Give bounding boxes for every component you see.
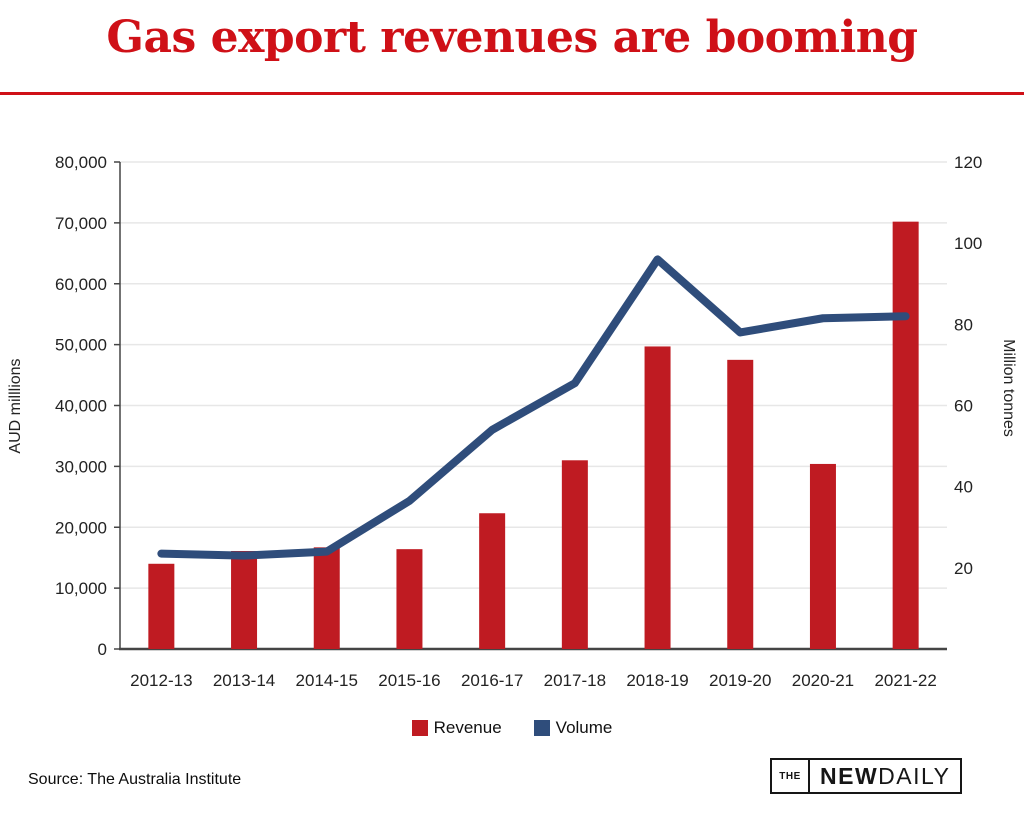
y-axis-label-left: 50,000 (55, 336, 107, 355)
right-axis-title: Million tonnes (1000, 339, 1017, 437)
x-axis-label: 2021-22 (874, 671, 936, 690)
logo-main-text: NEW DAILY (810, 760, 960, 792)
x-axis-label: 2012-13 (130, 671, 192, 690)
volume-line (157, 255, 910, 560)
y-axis-label-right: 40 (954, 478, 973, 497)
left-axis-title: AUD milllions (7, 358, 24, 453)
legend-item-revenue: Revenue (411, 718, 502, 738)
bar-2013-14 (231, 550, 258, 649)
x-axis-label: 2014-15 (296, 671, 358, 690)
title-rule (0, 92, 1024, 95)
y-axis-label-right: 20 (954, 559, 973, 578)
legend-label-revenue: Revenue (433, 718, 502, 737)
bar-2017-18 (561, 460, 588, 649)
y-axis-label-left: 40,000 (55, 397, 107, 416)
x-axis-label: 2016-17 (461, 671, 523, 690)
y-axis-label-right: 80 (954, 315, 973, 334)
x-axis-label: 2017-18 (544, 671, 606, 690)
y-axis-label-left: 70,000 (55, 214, 107, 233)
bar-2020-21 (809, 463, 836, 649)
x-axis-label: 2018-19 (626, 671, 688, 690)
y-axis-label-right: 60 (954, 397, 973, 416)
legend-label-volume: Volume (555, 718, 613, 737)
y-axis-label-left: 60,000 (55, 275, 107, 294)
legend-item-volume: Volume (533, 718, 613, 738)
volume-swatch-icon (533, 720, 550, 736)
y-axis-label-left: 0 (98, 640, 107, 659)
revenue-swatch-icon (411, 720, 428, 736)
bar-2012-13 (148, 563, 175, 649)
x-axis-label: 2013-14 (213, 671, 275, 690)
y-axis-label-right: 120 (954, 153, 982, 172)
y-axis-label-right: 100 (954, 234, 982, 253)
x-axis-label: 2019-20 (709, 671, 771, 690)
bar-2019-20 (727, 359, 754, 649)
y-axis-label-left: 20,000 (55, 518, 107, 537)
logo-daily-text: DAILY (878, 762, 951, 789)
bar-2014-15 (313, 547, 340, 649)
the-new-daily-logo: THE NEW DAILY (770, 758, 963, 794)
x-axis-label: 2015-16 (378, 671, 440, 690)
y-axis-label-left: 30,000 (55, 457, 107, 476)
source-note: Source: The Australia Institute (28, 771, 242, 788)
bar-2021-22 (892, 221, 919, 649)
bar-2015-16 (396, 549, 423, 649)
bar-2018-19 (644, 346, 671, 649)
y-axis-label-left: 80,000 (55, 153, 107, 172)
logo-new-text: NEW (820, 762, 879, 789)
y-axis-label-left: 10,000 (55, 579, 107, 598)
x-axis-label: 2020-21 (792, 671, 854, 690)
logo-the-text: THE (772, 760, 810, 792)
bar-2016-17 (479, 513, 506, 649)
chart-legend: Revenue Volume (0, 718, 1024, 738)
chart-title: Gas export revenues are booming (106, 12, 918, 63)
